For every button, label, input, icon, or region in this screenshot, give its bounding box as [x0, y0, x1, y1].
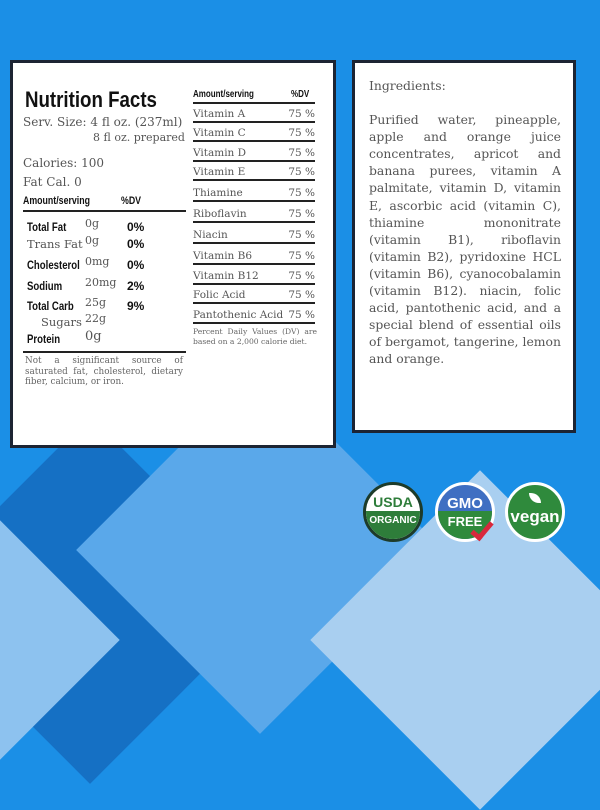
nutrient-name: Protein [27, 332, 61, 346]
vitamin-dv: 75 % [288, 229, 315, 241]
vitamin-row: Niacin 75 % [193, 223, 315, 244]
vitamin-row: Riboflavin 75 % [193, 202, 315, 223]
vitamin-name: Vitamin C [193, 127, 246, 139]
vitamin-row: Folic Acid 75 % [193, 285, 315, 304]
vitamin-row: Vitamin A 75 % [193, 103, 315, 123]
gmo-free-badge: GMO FREE [435, 482, 495, 542]
gmo-label: GMO [447, 495, 483, 512]
vitamin-row: Vitamin D 75 % [193, 142, 315, 162]
vitamin-name: Vitamin D [193, 146, 247, 159]
serving-size: Serv. Size: 4 fl oz. (237ml) [23, 115, 183, 129]
vitamin-name: Riboflavin [193, 208, 247, 220]
ingredients-panel: Ingredients: Purified water, pineapple, … [352, 60, 576, 433]
divider [23, 351, 186, 353]
vitamin-dv: 75 % [288, 208, 315, 220]
vitamin-dv: 75 % [288, 146, 315, 159]
organic-label: ORGANIC [369, 515, 417, 526]
nutrient-dv: 0% [127, 258, 145, 272]
nutrient-amount: 0g [85, 217, 100, 230]
divider [193, 102, 315, 104]
nutrient-dv: 9% [127, 299, 145, 313]
vitamin-name: Vitamin B6 [193, 250, 253, 262]
vitamin-row: Vitamin B6 75 % [193, 244, 315, 265]
vitamin-name: Pantothenic Acid [193, 308, 284, 321]
vitamin-row: Pantothenic Acid 75 % [193, 304, 315, 324]
nutrient-amount: 0mg [85, 255, 110, 268]
vitamin-name: Niacin [193, 229, 228, 241]
vitamin-dv-header: %DV [291, 89, 310, 100]
vitamin-dv: 75 % [288, 187, 315, 199]
nutrition-title: Nutrition Facts [25, 87, 157, 112]
nutrient-name: Trans Fat [27, 237, 83, 251]
divider [23, 210, 186, 212]
nutrition-facts-panel: Nutrition Facts Serv. Size: 4 fl oz. (23… [10, 60, 336, 448]
vegan-label: vegan [510, 507, 560, 526]
vitamin-name: Vitamin E [193, 166, 246, 178]
vitamin-row: Vitamin C 75 % [193, 123, 315, 142]
vitamin-name: Vitamin A [193, 107, 246, 120]
footnote: Not a significant source of saturated fa… [25, 356, 183, 387]
nutrient-name: Sodium [27, 279, 63, 293]
dv-header: %DV [121, 195, 142, 207]
vitamin-dv: 75 % [288, 166, 315, 178]
vegan-badge: vegan [505, 482, 565, 542]
dv-note: Percent Daily Values (DV) are based on a… [193, 327, 317, 346]
ingredients-heading: Ingredients: [369, 78, 446, 93]
vitamin-row: Vitamin B12 75 % [193, 265, 315, 285]
vitamin-amount-header: Amount/serving [193, 89, 254, 100]
nutrient-dv: 2% [127, 279, 145, 293]
ingredients-text: Purified water, pineapple, apple and ora… [369, 112, 561, 367]
vitamin-name: Vitamin B12 [193, 269, 259, 282]
vitamin-row: Vitamin E 75 % [193, 162, 315, 181]
fat-calories: Fat Cal. 0 [23, 175, 82, 189]
nutrient-name: Total Carb [27, 299, 74, 313]
nutrient-amount: 22g [85, 312, 107, 325]
nutrient-amount: 25g [85, 296, 107, 309]
nutrient-name: Total Fat [27, 220, 67, 234]
vitamin-dv: 75 % [288, 127, 315, 139]
leaf-icon [529, 493, 541, 503]
nutrient-dv: 0% [127, 220, 145, 234]
usda-label: USDA [373, 494, 413, 510]
prepared-size: 8 fl oz. prepared [93, 131, 185, 144]
vitamin-name: Thiamine [193, 187, 243, 199]
vitamin-row: Thiamine 75 % [193, 181, 315, 202]
vitamin-dv: 75 % [288, 107, 315, 120]
nutrient-name: Cholesterol [27, 258, 80, 272]
amount-header: Amount/serving [23, 195, 90, 207]
nutrient-amount: 20mg [85, 276, 117, 289]
nutrient-amount: 0g [85, 234, 100, 247]
vitamin-dv: 75 % [288, 289, 315, 301]
calories: Calories: 100 [23, 156, 104, 170]
vitamin-name: Folic Acid [193, 289, 246, 301]
vitamin-dv: 75 % [288, 308, 315, 321]
vitamin-dv: 75 % [288, 269, 315, 282]
usda-organic-badge: USDA ORGANIC [363, 482, 423, 542]
nutrient-dv: 0% [127, 237, 145, 251]
free-label: FREE [447, 514, 483, 529]
nutrient-name: Sugars [41, 315, 82, 329]
vitamin-dv: 75 % [288, 250, 315, 262]
nutrient-amount: 0g [85, 329, 102, 344]
